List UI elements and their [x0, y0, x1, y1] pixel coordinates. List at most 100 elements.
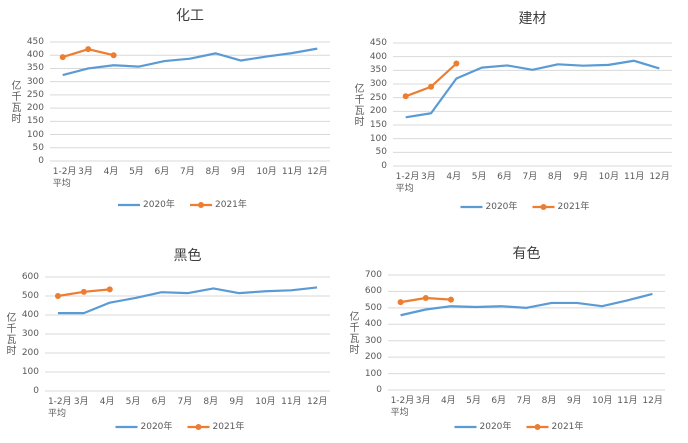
y-tick-label: 100 — [364, 368, 382, 379]
y-tick-label: 500 — [364, 302, 382, 313]
y-tick-label: 400 — [369, 51, 387, 62]
chart: 黑色 亿千瓦时 0 100 200 300 400 500 600 1-2月 平均 3月 4月 5月 6月… — [0, 221, 344, 442]
point — [54, 293, 61, 299]
y-tick-label: 0 — [381, 161, 387, 171]
legend-marker — [540, 204, 547, 210]
y-tick-label: 350 — [369, 65, 387, 76]
point — [453, 60, 460, 67]
x-tick-label: 5月 — [125, 397, 141, 407]
legend-label: 2020年 — [479, 422, 512, 432]
x-tick-label: 6月 — [154, 167, 170, 177]
y-tick-label: 400 — [364, 319, 382, 330]
y-tick-label: 300 — [369, 79, 387, 89]
x-tick-label: 9月 — [573, 172, 588, 182]
y-tick-label: 400 — [21, 310, 39, 320]
x-tick-label: 7月 — [522, 172, 538, 182]
x-tick-label: 6月 — [497, 172, 512, 182]
point — [428, 83, 435, 90]
legend-label: 2020年 — [485, 202, 518, 212]
x-tick-label: 10月 — [598, 172, 620, 182]
chart: 建材 亿千瓦时 0 50 100 150 200 250 300 350 400 450 1-2月 平均… — [344, 0, 688, 221]
y-tick-label: 200 — [364, 352, 382, 363]
y-tick-label: 50 — [32, 142, 44, 153]
x-tick-label: 1-2月 平均 — [47, 397, 72, 419]
series-line — [405, 62, 458, 98]
x-tick-label: 9月 — [230, 167, 246, 177]
y-tick-label: 300 — [26, 76, 44, 87]
plot — [388, 274, 665, 430]
y-tick-label: 400 — [26, 50, 44, 61]
plot — [393, 42, 672, 210]
y-tick-label: 600 — [364, 286, 382, 297]
y-tick-label: 250 — [26, 89, 44, 100]
x-tick-label: 3月 — [78, 167, 93, 177]
series-line — [405, 59, 660, 119]
x-tick-label: 8月 — [547, 172, 563, 182]
x-tick-label: 5月 — [466, 396, 481, 406]
x-tick-label: 4月 — [446, 172, 462, 182]
point — [402, 93, 409, 100]
plot — [45, 276, 330, 430]
y-tick-label: 0 — [38, 156, 44, 166]
x-tick-label: 7月 — [177, 397, 193, 407]
x-tick-label: 5月 — [471, 172, 487, 182]
legend-marker — [534, 424, 541, 430]
y-tick-label: 300 — [21, 329, 39, 339]
y-tick-label: 0 — [33, 386, 39, 396]
x-tick-label: 9月 — [566, 396, 582, 406]
y-axis-label: 亿千瓦时 — [4, 312, 15, 356]
y-tick-label: 100 — [21, 367, 39, 377]
x-tick-label: 6月 — [491, 396, 507, 406]
x-tick-label: 6月 — [151, 397, 167, 407]
x-tick-label: 8月 — [203, 397, 219, 407]
x-tick-label: 9月 — [229, 397, 245, 407]
legend-label: 2021年 — [557, 202, 590, 212]
x-tick-label: 12月 — [307, 397, 328, 407]
x-tick-label: 3月 — [415, 396, 431, 406]
x-tick-label: 10月 — [256, 167, 277, 177]
y-axis-label: 亿千瓦时 — [9, 79, 20, 124]
x-tick-label: 1-2月 平均 — [395, 172, 420, 194]
y-tick-label: 0 — [376, 385, 382, 395]
x-tick-label: 12月 — [307, 167, 328, 177]
point — [447, 296, 454, 303]
legend-label: 2021年 — [551, 422, 584, 432]
y-tick-label: 450 — [26, 37, 44, 47]
x-tick-label: 12月 — [649, 172, 670, 182]
legend-label: 2021年 — [212, 422, 245, 432]
x-tick-label: 4月 — [440, 396, 456, 406]
x-tick-label: 3月 — [421, 172, 436, 182]
legend-label: 2020年 — [140, 422, 173, 432]
chart: 化工 亿千瓦时 0 50 100 150 200 250 300 350 400 450 1-2月 平均… — [0, 0, 344, 221]
x-tick-label: 10月 — [592, 396, 613, 406]
x-tick-label: 8月 — [205, 167, 221, 177]
x-tick-label: 4月 — [103, 167, 119, 177]
legend-label: 2020年 — [143, 200, 175, 210]
y-tick-label: 200 — [21, 348, 39, 358]
x-tick-label: 7月 — [180, 167, 195, 177]
y-tick-label: 450 — [369, 38, 387, 48]
point — [397, 299, 404, 306]
chart-title: 建材 — [518, 11, 547, 27]
legend-marker — [198, 202, 204, 208]
legend-label: 2021年 — [215, 200, 247, 210]
y-axis-label: 亿千瓦时 — [352, 82, 363, 127]
point — [110, 52, 117, 59]
y-tick-label: 600 — [21, 272, 39, 282]
x-tick-label: 11月 — [281, 397, 302, 407]
chart-title: 化工 — [176, 8, 204, 24]
x-tick-label: 5月 — [129, 167, 144, 177]
x-tick-label: 11月 — [281, 167, 303, 177]
point — [85, 46, 92, 53]
legend-marker — [195, 424, 202, 430]
point — [106, 286, 113, 293]
x-tick-label: 1-2月 平均 — [52, 167, 77, 189]
series-line — [57, 286, 318, 315]
y-tick-label: 500 — [21, 291, 39, 301]
point — [422, 295, 429, 301]
y-tick-label: 700 — [364, 270, 382, 280]
series-line — [62, 47, 318, 77]
y-tick-label: 150 — [26, 116, 44, 127]
chart-title: 有色 — [512, 246, 541, 262]
